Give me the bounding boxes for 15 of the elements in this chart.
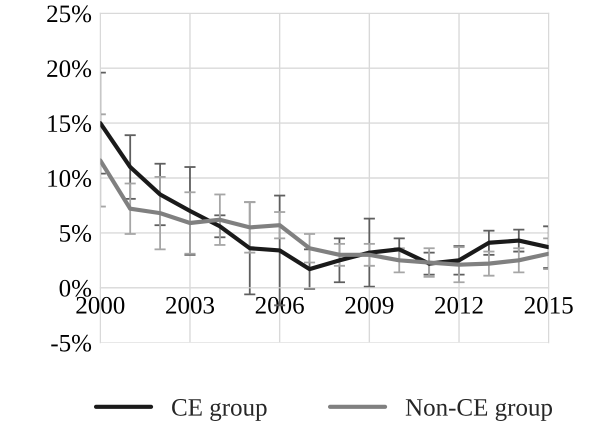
y-tick-label: 15% — [48, 115, 92, 132]
y-tick-label: 20% — [47, 60, 92, 78]
x-tick-label: 2000 — [76, 296, 124, 314]
y-tick-label: 0% — [60, 280, 92, 297]
legend-label: Non-CE group — [406, 399, 552, 421]
y-tick-label: 25% — [47, 5, 92, 22]
y-tick-label: 5% — [60, 224, 92, 242]
x-tick-label: 2009 — [345, 296, 394, 314]
x-tick-label: 2012 — [435, 296, 483, 314]
x-tick-label: 2006 — [256, 296, 304, 314]
x-tick-label: 2015 — [524, 296, 573, 314]
y-tick-label: 10% — [48, 170, 92, 187]
y-tick-label: -5% — [51, 334, 92, 352]
legend-label: CE group — [172, 399, 267, 421]
x-tick-label: 2003 — [166, 296, 214, 314]
